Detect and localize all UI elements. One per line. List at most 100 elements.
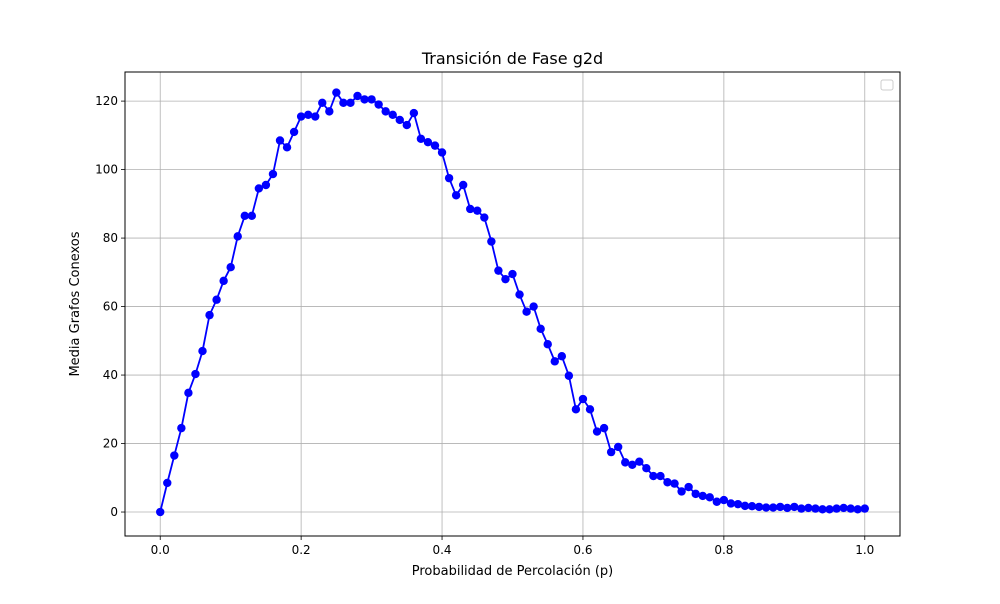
data-point [191, 369, 200, 379]
data-point [437, 148, 447, 157]
data-point [613, 442, 623, 452]
data-point [219, 276, 228, 286]
data-point [811, 504, 820, 513]
data-point [790, 502, 799, 512]
data-point [177, 423, 186, 433]
data-point [642, 463, 651, 473]
data-point [416, 134, 426, 143]
data-point [184, 388, 193, 398]
data-point [797, 504, 806, 513]
data-point [733, 499, 743, 509]
data-point [818, 505, 827, 514]
data-point [691, 489, 700, 499]
data-point [487, 237, 496, 246]
data-point [268, 169, 278, 179]
x-tick-label: 0.4 [432, 543, 451, 557]
data-point [726, 499, 736, 508]
data-point [282, 143, 292, 152]
data-point [825, 505, 834, 514]
data-point [458, 180, 468, 190]
data-point [606, 447, 616, 457]
data-point [212, 295, 221, 304]
data-point [473, 206, 482, 215]
data-point [578, 394, 588, 404]
data-point [564, 371, 574, 380]
data-point [423, 137, 433, 147]
data-point [860, 504, 869, 513]
data-point [367, 95, 376, 104]
data-point [536, 324, 545, 334]
data-point [656, 471, 665, 481]
data-point [839, 503, 848, 513]
data-point [853, 505, 862, 514]
data-point [712, 497, 722, 506]
y-tick-label: 0 [110, 505, 118, 519]
legend-box [880, 79, 894, 91]
data-point [740, 501, 750, 511]
data-point [163, 478, 172, 488]
data-point [233, 232, 242, 241]
data-point [628, 460, 637, 469]
data-point [832, 504, 841, 513]
data-point [346, 98, 355, 108]
data-point [332, 88, 341, 97]
data-point [388, 110, 397, 120]
series-layer [156, 88, 869, 517]
data-point [550, 357, 559, 366]
y-tick-label: 120 [95, 94, 118, 108]
chart-title: Transición de Fase g2d [421, 49, 603, 68]
data-point [635, 457, 644, 466]
data-point [557, 352, 567, 361]
data-point [402, 120, 412, 130]
data-point [599, 423, 609, 433]
data-point [353, 91, 362, 101]
data-point [318, 98, 327, 108]
data-point [515, 290, 524, 299]
data-point [501, 274, 510, 284]
data-point [240, 211, 249, 221]
data-point [254, 184, 264, 193]
data-point [311, 112, 320, 121]
y-tick-label: 40 [103, 368, 118, 382]
data-point [677, 487, 686, 496]
data-point [543, 340, 552, 349]
data-point [705, 493, 714, 502]
data-point [670, 479, 679, 488]
y-tick-label: 100 [95, 163, 118, 177]
data-point [261, 180, 271, 190]
data-point [247, 211, 257, 221]
data-point [508, 269, 517, 279]
data-point [381, 107, 390, 116]
data-point [198, 346, 207, 356]
data-point [395, 115, 404, 125]
data-point [592, 427, 602, 436]
x-tick-label: 0.6 [573, 543, 592, 557]
data-point [303, 110, 313, 120]
x-tick-label: 0.0 [151, 543, 170, 557]
y-tick-label: 20 [103, 437, 118, 451]
data-point [409, 108, 419, 118]
x-tick-label: 0.8 [714, 543, 733, 557]
data-point [275, 136, 285, 145]
data-point [698, 491, 707, 501]
data-point [430, 141, 440, 150]
data-point [156, 507, 165, 517]
data-point [205, 310, 214, 320]
data-point [747, 502, 757, 511]
data-point [719, 495, 729, 505]
plot-frame [124, 71, 901, 537]
y-tick-label: 60 [103, 300, 118, 314]
data-point [325, 107, 334, 116]
y-axis-label: Media Grafos Conexos [68, 231, 83, 376]
data-point [776, 502, 785, 512]
data-point [522, 307, 531, 316]
data-point [226, 262, 235, 272]
data-point [754, 502, 764, 512]
data-point [663, 478, 672, 487]
data-point [621, 458, 630, 467]
data-point [649, 471, 658, 481]
data-point [374, 100, 383, 109]
data-point [846, 504, 855, 513]
